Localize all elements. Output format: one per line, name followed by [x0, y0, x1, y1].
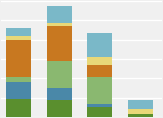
- Bar: [47, 6, 72, 23]
- Bar: [6, 36, 31, 40]
- Bar: [87, 57, 112, 65]
- Bar: [47, 26, 72, 61]
- Bar: [6, 82, 31, 99]
- Bar: [128, 100, 153, 109]
- Bar: [128, 111, 153, 114]
- Bar: [47, 100, 72, 117]
- Bar: [87, 104, 112, 107]
- Bar: [47, 61, 72, 88]
- Bar: [87, 65, 112, 77]
- Bar: [6, 28, 31, 36]
- Bar: [6, 99, 31, 117]
- Bar: [128, 109, 153, 111]
- Bar: [87, 107, 112, 117]
- Bar: [6, 77, 31, 82]
- Bar: [47, 23, 72, 26]
- Bar: [47, 88, 72, 100]
- Bar: [87, 77, 112, 104]
- Bar: [128, 114, 153, 117]
- Bar: [6, 40, 31, 77]
- Bar: [87, 33, 112, 57]
